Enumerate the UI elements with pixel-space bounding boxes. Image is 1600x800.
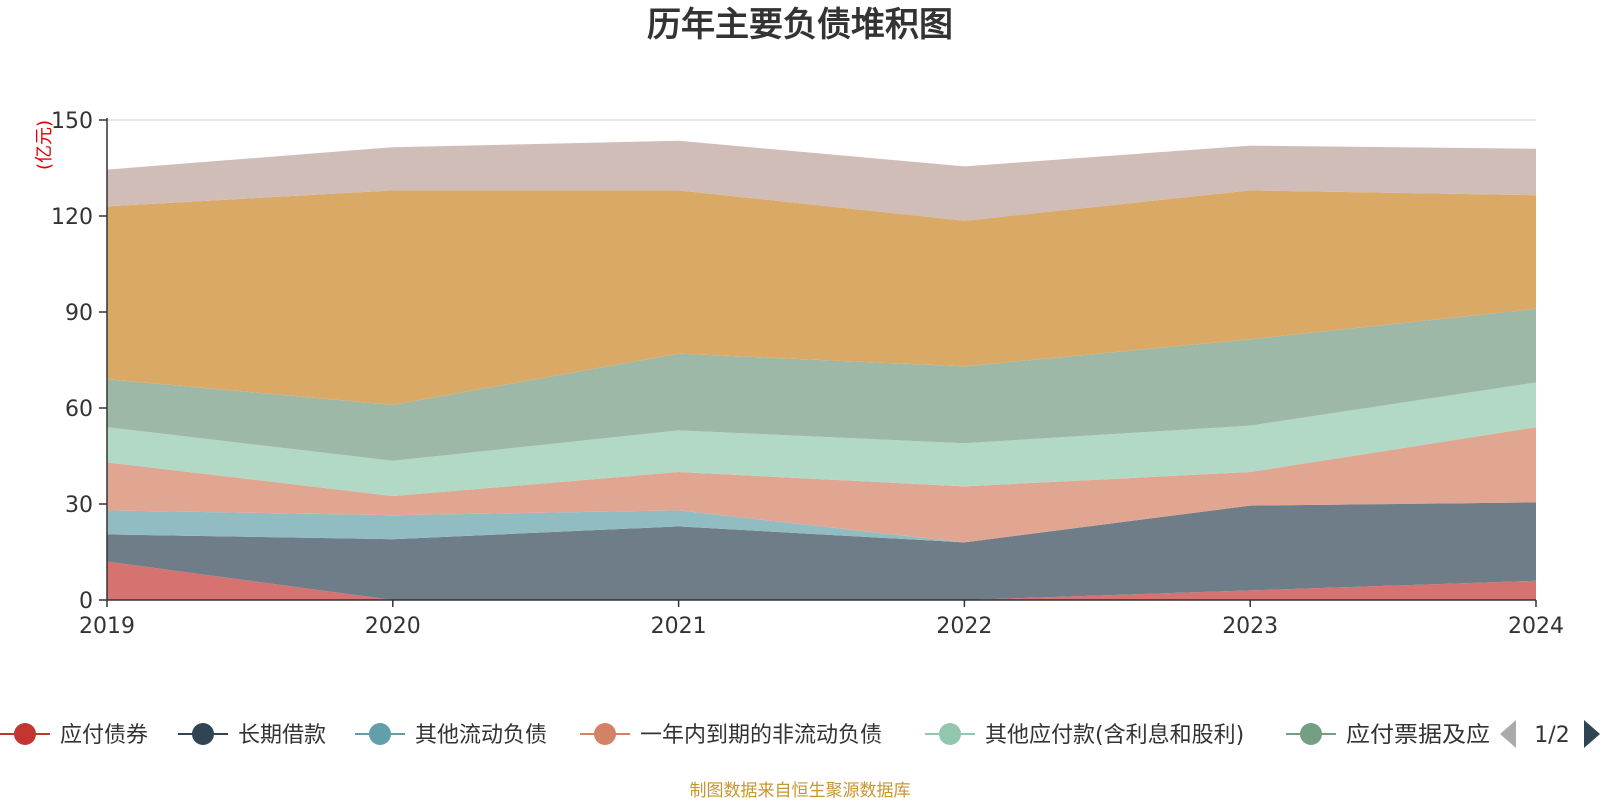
legend-item[interactable]: 长期借款 (178, 723, 326, 748)
legend-circle-marker (192, 723, 214, 745)
area-series-4[interactable] (107, 427, 1536, 543)
legend-label: 应付债券 (60, 723, 148, 748)
legend-label: 一年内到期的非流动负债 (640, 723, 882, 748)
chart-title: 历年主要负债堆积图 (647, 5, 953, 45)
area-series-8[interactable] (107, 140, 1536, 221)
area-series-6[interactable] (107, 308, 1536, 461)
legend-label: 其他流动负债 (415, 723, 547, 748)
x-tick-label: 2024 (1508, 614, 1564, 639)
legend-label: 长期借款 (238, 723, 326, 748)
axes: 0 30 60 90 120 150 2019 2020 2021 2022 2023 2024 (51, 109, 1564, 639)
legend-circle-marker (594, 723, 616, 745)
legend-item[interactable]: 其他应付款(含利息和股利) (925, 723, 1244, 748)
legend-item[interactable]: 其他流动负债 (355, 723, 547, 748)
x-tick-label: 2020 (365, 614, 421, 639)
area-series-3[interactable] (107, 502, 1536, 543)
y-axis-unit-label: (亿元) (34, 120, 55, 170)
legend-item[interactable]: 一年内到期的非流动负债 (580, 723, 882, 748)
legend-item[interactable]: 应付票据及应 (1286, 723, 1490, 748)
area-series-7[interactable] (107, 190, 1536, 405)
area-series-group (107, 140, 1536, 600)
x-tick-label: 2019 (79, 614, 135, 639)
y-tick-label: 0 (79, 589, 93, 614)
x-tick-label: 2022 (936, 614, 992, 639)
legend-circle-marker (14, 723, 36, 745)
y-tick-label: 60 (65, 397, 93, 422)
legend-circle-marker (369, 723, 391, 745)
legend-circle-marker (1300, 723, 1322, 745)
legend-prev-page-icon[interactable] (1500, 720, 1516, 748)
y-tick-label: 90 (65, 301, 93, 326)
legend-next-page-icon[interactable] (1584, 720, 1600, 748)
area-series-5[interactable] (107, 382, 1536, 496)
area-series-1[interactable] (107, 561, 1536, 600)
legend-label: 应付票据及应 (1346, 723, 1490, 748)
y-tick-label: 120 (51, 205, 93, 230)
legend: 1/2 应付债券 长期借款 其他流动负债 一年内到期的非流动负债 其他应付款(含利息和股… (0, 720, 1600, 748)
y-tick-label: 150 (51, 109, 93, 134)
legend-page-indicator: 1/2 (1534, 723, 1569, 748)
x-tick-label: 2023 (1222, 614, 1278, 639)
legend-item[interactable]: 应付债券 (0, 723, 148, 748)
x-tick-label: 2021 (651, 614, 707, 639)
area-series-2[interactable] (107, 502, 1536, 600)
legend-label: 其他应付款(含利息和股利) (985, 723, 1244, 748)
data-source-note: 制图数据来自恒生聚源数据库 (690, 781, 911, 800)
y-tick-label: 30 (65, 493, 93, 518)
legend-circle-marker (939, 723, 961, 745)
